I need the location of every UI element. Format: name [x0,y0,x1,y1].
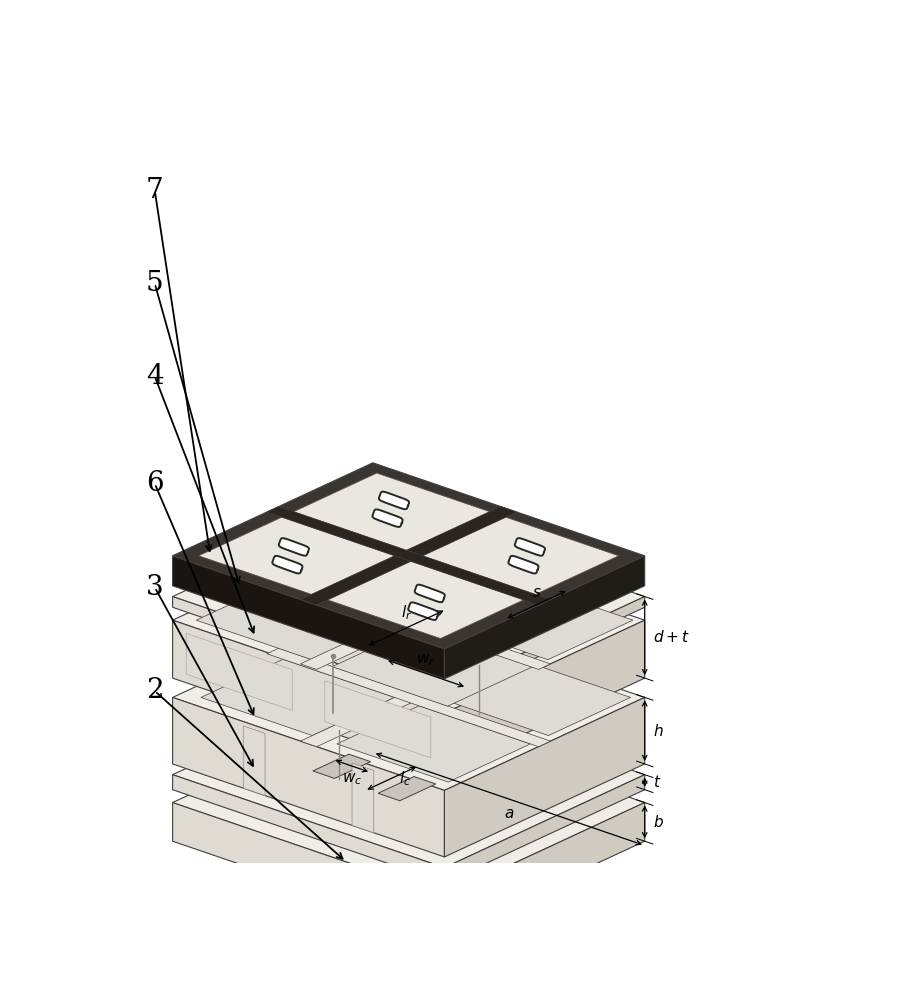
Text: $t$: $t$ [653,774,662,790]
Polygon shape [300,507,517,605]
Polygon shape [197,581,397,660]
Polygon shape [198,517,396,595]
Polygon shape [509,556,538,573]
Polygon shape [301,613,495,689]
Polygon shape [445,620,644,771]
Polygon shape [313,754,371,778]
Polygon shape [515,538,545,556]
Text: $l_r$: $l_r$ [401,604,412,622]
Text: 3: 3 [146,574,163,601]
Text: $s$: $s$ [532,585,542,600]
Polygon shape [337,706,531,782]
Polygon shape [173,682,644,868]
Polygon shape [201,659,394,736]
Text: 2: 2 [146,677,163,704]
Polygon shape [445,556,644,679]
Text: 5: 5 [146,270,163,297]
Text: $w_r$: $w_r$ [416,652,436,668]
Text: $l_c$: $l_c$ [399,769,411,788]
Polygon shape [445,775,644,883]
Polygon shape [422,517,618,595]
Polygon shape [332,627,533,706]
Polygon shape [267,648,551,747]
Text: $a$: $a$ [504,806,514,821]
Polygon shape [373,509,402,527]
Polygon shape [267,507,551,605]
Polygon shape [445,697,644,857]
Polygon shape [432,581,633,660]
Polygon shape [352,763,374,833]
Polygon shape [173,697,445,857]
Polygon shape [379,492,409,509]
Polygon shape [173,597,445,700]
Polygon shape [325,681,431,758]
Polygon shape [173,504,644,690]
Text: $h$: $h$ [653,723,664,739]
Polygon shape [327,561,524,639]
Polygon shape [173,604,644,790]
Polygon shape [173,556,445,679]
Polygon shape [296,534,497,613]
Polygon shape [408,602,438,620]
Polygon shape [414,585,445,602]
Polygon shape [173,527,644,713]
Text: $b$: $b$ [653,814,665,830]
Text: $d+t$: $d+t$ [653,629,690,645]
Polygon shape [186,633,293,710]
Polygon shape [279,538,309,556]
Polygon shape [300,571,517,669]
Polygon shape [300,648,517,747]
Polygon shape [445,597,644,700]
Polygon shape [272,556,303,573]
Text: 6: 6 [146,470,163,497]
Polygon shape [173,620,445,771]
Polygon shape [173,775,445,883]
Text: 7: 7 [146,177,163,204]
Polygon shape [173,710,644,896]
Polygon shape [244,726,265,796]
Text: 4: 4 [146,363,163,390]
Polygon shape [267,571,551,669]
Polygon shape [294,473,490,551]
Text: $w_c$: $w_c$ [342,772,362,787]
Polygon shape [445,803,644,934]
Polygon shape [173,803,445,934]
Polygon shape [173,463,644,649]
Polygon shape [437,659,630,736]
Polygon shape [378,777,436,801]
